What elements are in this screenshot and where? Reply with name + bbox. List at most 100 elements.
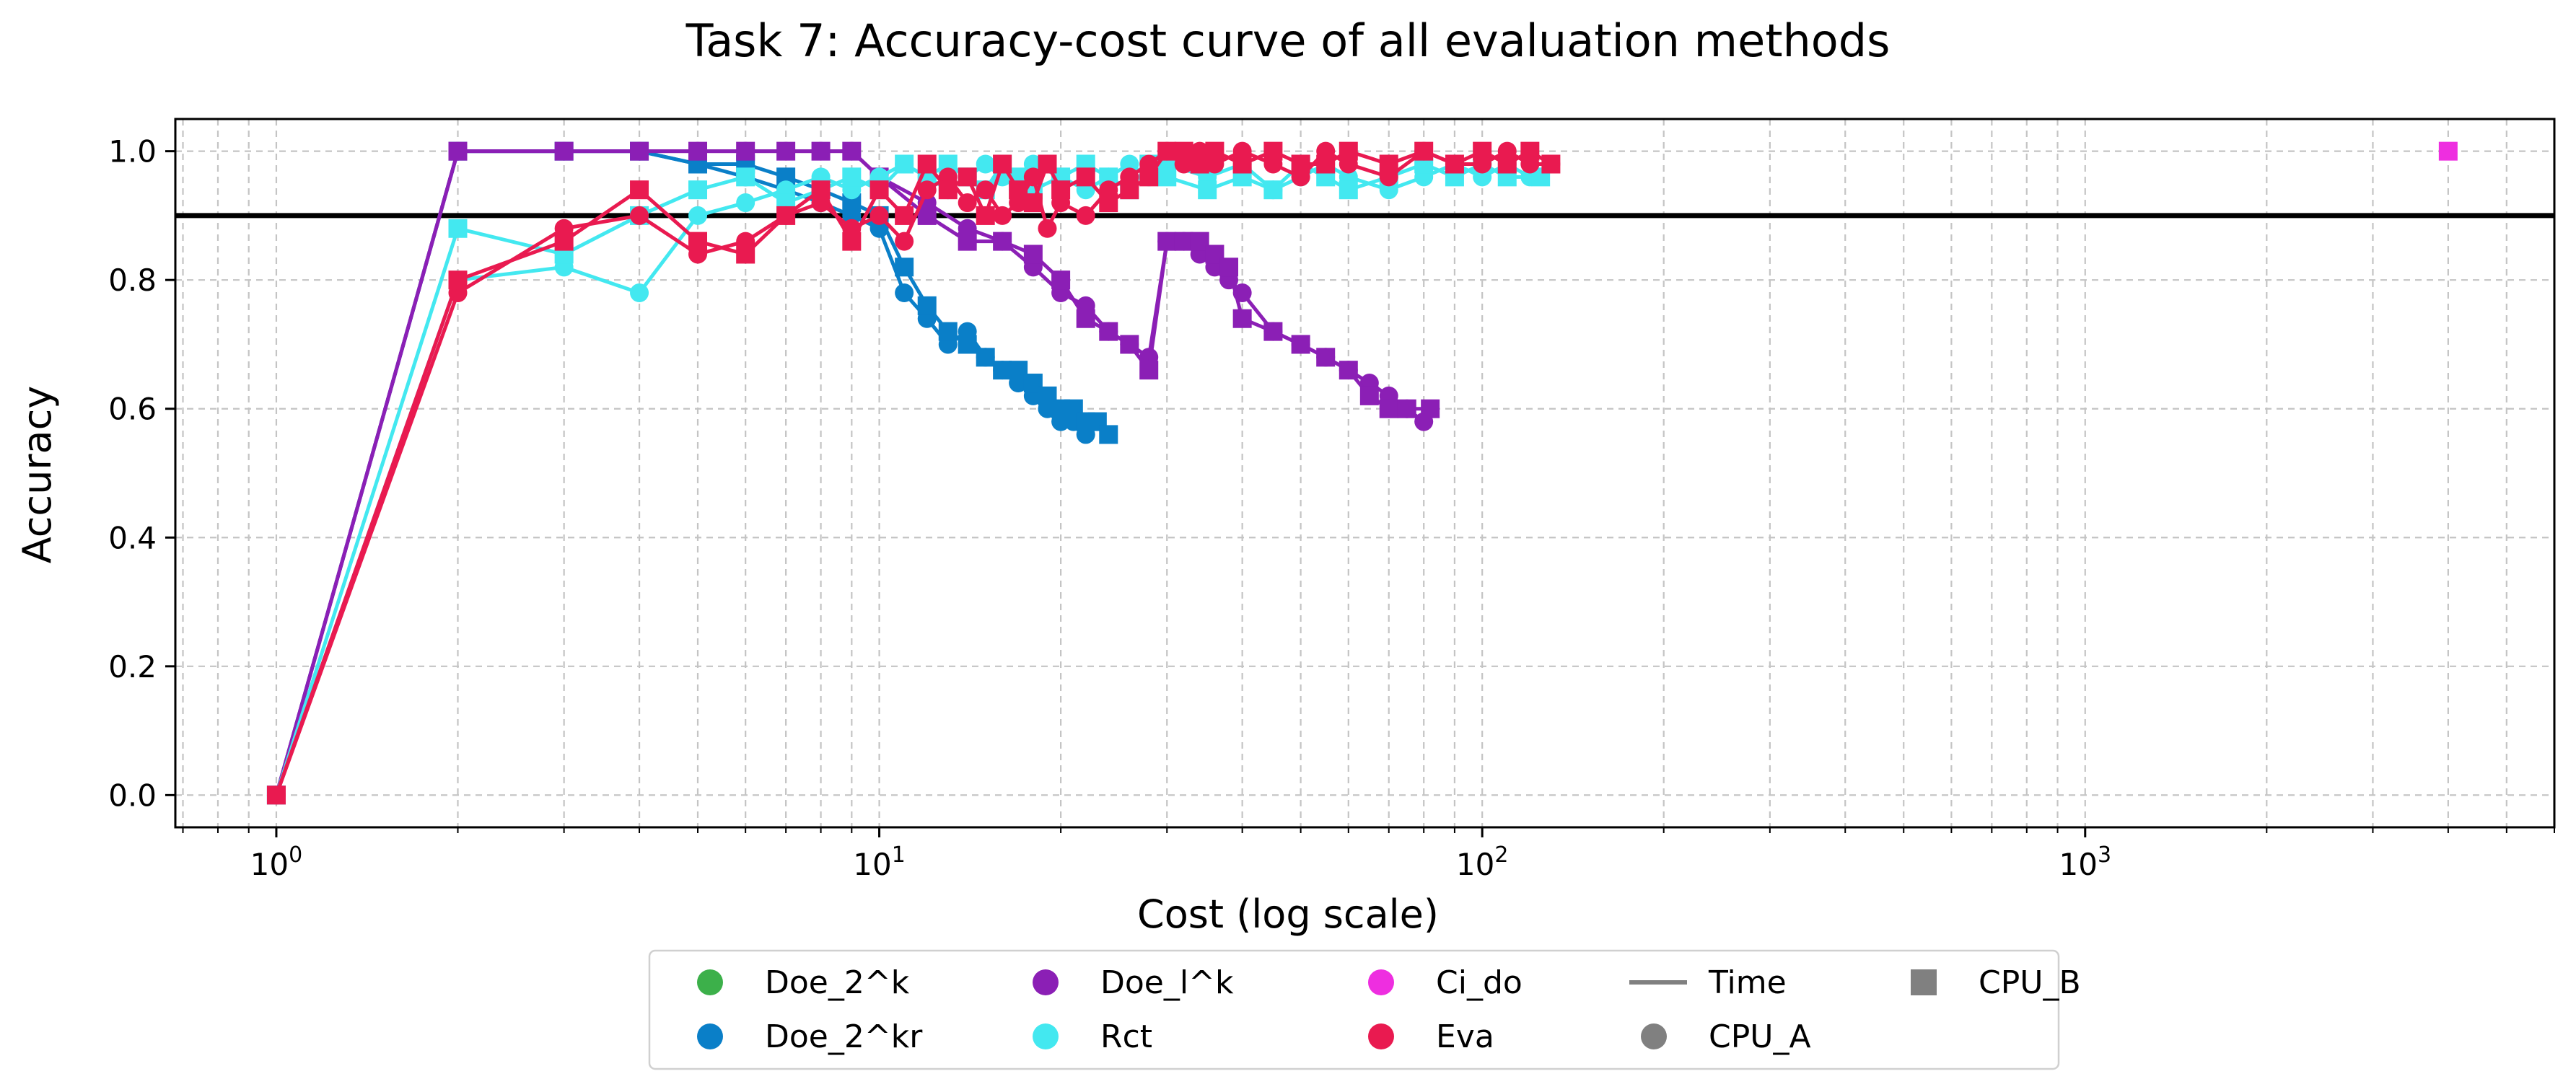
data-point: [1291, 154, 1310, 174]
data-point: [1139, 361, 1159, 380]
legend-circle-swatch: [1033, 1023, 1059, 1049]
legend-circle-swatch: [1641, 1023, 1667, 1049]
data-point: [938, 180, 958, 200]
data-point: [1379, 399, 1398, 418]
data-point: [976, 348, 995, 367]
data-point: [1099, 322, 1118, 341]
x-tick-label: 103: [2059, 842, 2111, 882]
data-point: [1198, 180, 1217, 200]
data-point: [266, 785, 286, 805]
data-point: [688, 206, 708, 225]
legend-entry-doe-2-k: Doe_2^k: [697, 964, 910, 1001]
x-tick-label: 101: [853, 842, 906, 882]
data-point: [1120, 180, 1139, 200]
data-point: [1038, 154, 1057, 174]
legend-entry-doe-2-kr: Doe_2^kr: [697, 1018, 923, 1055]
data-point: [1263, 180, 1283, 200]
data-point: [1339, 361, 1358, 380]
x-axis-label: Cost (log scale): [1137, 891, 1439, 937]
data-point: [958, 335, 977, 354]
data-point: [976, 180, 995, 200]
tick-layer: 100 101 102 103 0.0 0.2 0.4 0.6 0.8 1.0: [108, 134, 2555, 882]
data-point: [1232, 154, 1252, 174]
data-point: [1157, 141, 1177, 161]
data-point: [1174, 232, 1193, 251]
legend-entry-cpu-a: CPU_A: [1641, 1018, 1811, 1055]
data-point: [1316, 154, 1336, 174]
data-point: [554, 141, 574, 161]
data-point: [630, 206, 649, 225]
legend: Doe_2^k Doe_2^kr Doe_l^k Rct Ci_do Eva Time CPU…: [648, 949, 2081, 1070]
data-point: [958, 232, 977, 251]
legend-circle-swatch: [1368, 1023, 1394, 1049]
y-tick-label: 0.8: [108, 263, 157, 298]
data-point: [1421, 399, 1440, 418]
data-point: [895, 154, 914, 174]
series-ci-do-cpu-b: [2438, 141, 2458, 161]
legend-circle-swatch: [1368, 969, 1394, 995]
data-point: [917, 154, 937, 174]
data-point: [842, 167, 862, 187]
data-point: [811, 141, 831, 161]
data-point: [1316, 348, 1336, 367]
data-point: [554, 232, 574, 251]
legend-label: Ci_do: [1436, 964, 1523, 1001]
legend-label: Doe_l^k: [1100, 964, 1234, 1001]
data-point: [993, 232, 1012, 251]
y-tick-label: 1.0: [108, 134, 157, 169]
y-tick-label: 0.0: [108, 778, 157, 813]
data-point: [688, 141, 708, 161]
data-point: [1291, 335, 1310, 354]
data-point: [1051, 180, 1071, 200]
legend-label: Doe_2^kr: [765, 1018, 923, 1055]
data-point: [736, 245, 755, 264]
data-point: [1219, 257, 1239, 277]
data-point: [736, 193, 755, 213]
data-point: [993, 361, 1012, 380]
data-point: [811, 180, 831, 200]
data-point: [993, 206, 1012, 225]
data-point: [1023, 245, 1043, 264]
data-point: [895, 232, 914, 251]
data-point: [1497, 154, 1517, 174]
data-point: [1139, 167, 1159, 187]
data-point: [1520, 141, 1540, 161]
data-point: [630, 283, 649, 303]
legend-entry-rct: Rct: [1033, 1018, 1152, 1055]
legend-label: Doe_2^k: [765, 964, 910, 1001]
legend-label: Rct: [1100, 1018, 1152, 1055]
data-point: [1263, 322, 1283, 341]
data-point: [1205, 141, 1225, 161]
data-point: [895, 206, 914, 225]
data-point: [1473, 141, 1492, 161]
data-point: [688, 232, 708, 251]
data-point: [2438, 141, 2458, 161]
data-point: [1038, 219, 1057, 238]
data-point: [938, 322, 958, 341]
legend-entry-doe-l-k: Doe_l^k: [1033, 964, 1234, 1001]
data-point: [993, 154, 1012, 174]
y-tick-label: 0.2: [108, 649, 157, 684]
data-point: [917, 206, 937, 225]
data-point: [1232, 309, 1252, 328]
data-point: [895, 283, 914, 303]
data-point: [448, 219, 468, 238]
data-point: [1339, 180, 1358, 200]
legend-square-swatch: [1911, 969, 1937, 995]
data-point: [776, 141, 796, 161]
data-point: [1339, 141, 1358, 161]
data-point: [1359, 386, 1379, 405]
data-point: [917, 296, 937, 315]
legend-circle-swatch: [697, 969, 723, 995]
legend-circle-swatch: [697, 1023, 723, 1049]
data-point: [976, 154, 995, 174]
legend-box: [648, 949, 2060, 1070]
data-point: [976, 206, 995, 225]
data-point: [1099, 425, 1118, 444]
series-layer: [266, 141, 2458, 805]
data-point: [1414, 141, 1434, 161]
data-point: [1023, 193, 1043, 213]
data-point: [1051, 270, 1071, 290]
